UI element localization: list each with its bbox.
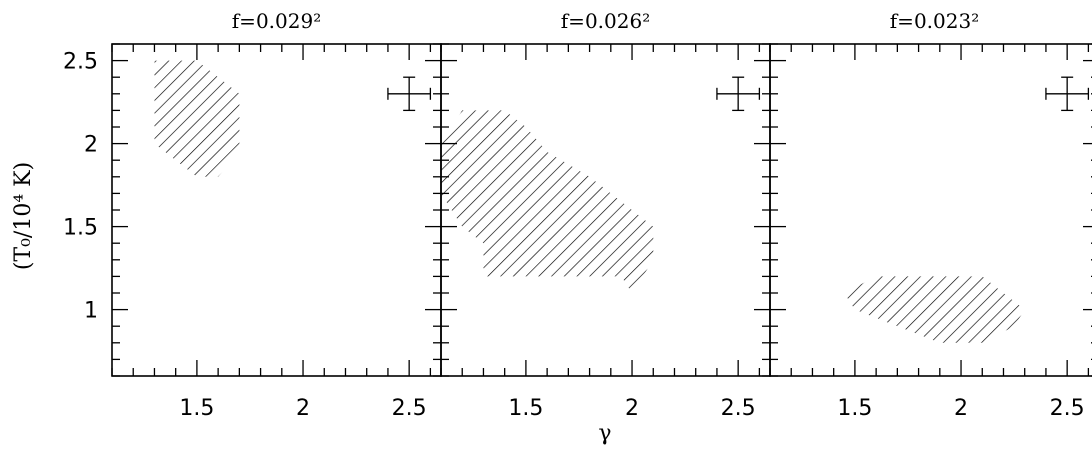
x-tick-label: 2.5 — [392, 396, 427, 421]
panel-title: f=0.026² — [561, 9, 650, 33]
panel-title: f=0.029² — [232, 9, 321, 33]
x-tick-label: 2.5 — [1050, 396, 1085, 421]
y-tick-label: 1 — [84, 299, 98, 324]
y-tick-label: 2.5 — [63, 50, 98, 75]
allowed-region — [441, 110, 654, 294]
x-tick-label: 1.5 — [179, 396, 214, 421]
panel-3: 1.5 2 2.5 f=0.023² — [769, 9, 1092, 421]
panel-1: 1.5 2 2.5 1 1.5 2 2.5 f=0.029² — [63, 9, 442, 421]
allowed-region — [154, 60, 240, 177]
x-axis-label: γ — [598, 421, 611, 446]
panel-2: 1.5 2 2.5 f=0.026² — [440, 9, 771, 421]
allowed-region — [844, 276, 1025, 343]
x-tick-label: 2.5 — [721, 396, 756, 421]
y-tick-label: 2 — [84, 133, 98, 158]
error-bar — [1045, 76, 1090, 112]
error-bar — [387, 76, 432, 112]
error-bar — [716, 76, 761, 112]
x-tick-label: 2 — [954, 396, 968, 421]
y-axis-label: (T₀/10⁴ K) — [11, 162, 36, 270]
y-tick-label: 1.5 — [63, 216, 98, 241]
x-tick-label: 2 — [296, 396, 310, 421]
x-tick-label: 1.5 — [508, 396, 543, 421]
panel-title: f=0.023² — [890, 9, 979, 33]
x-tick-label: 1.5 — [837, 396, 872, 421]
x-tick-label: 2 — [625, 396, 639, 421]
